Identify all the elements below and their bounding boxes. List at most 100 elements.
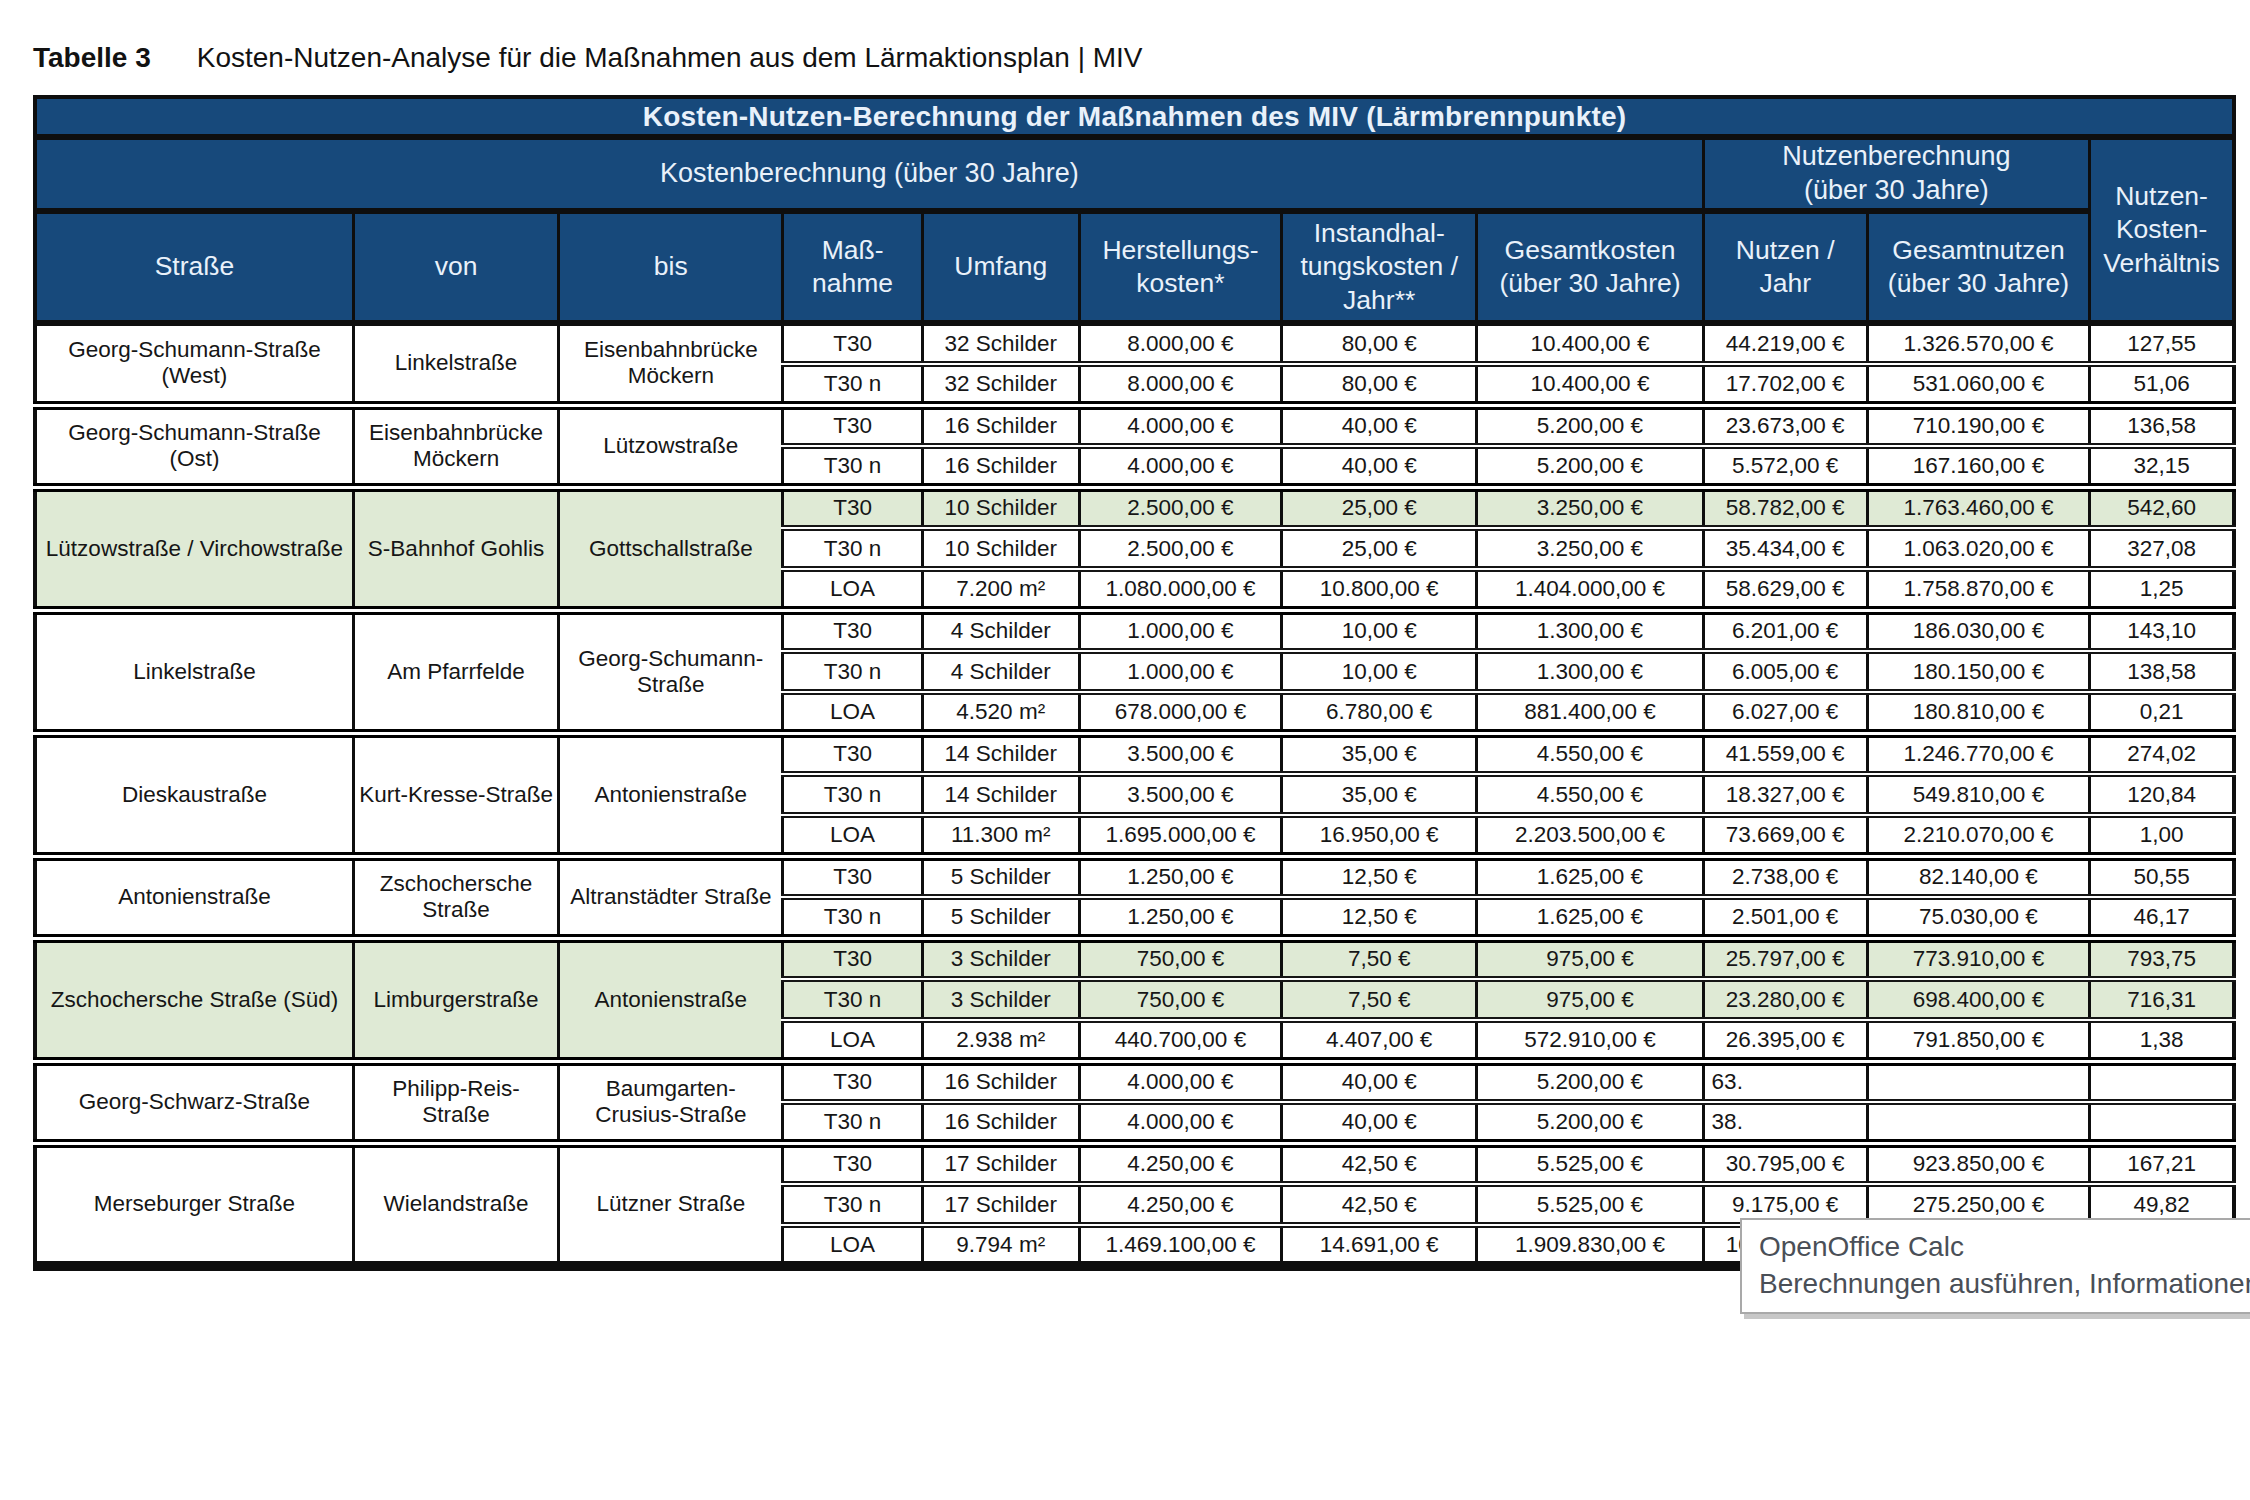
cell-nutzen-jahr: 2.501,00 € bbox=[1703, 897, 1867, 938]
cell-gesamtkosten: 572.910,00 € bbox=[1477, 1020, 1703, 1061]
cell-gesamtnutzen: 75.030,00 € bbox=[1867, 897, 2089, 938]
cell-umfang: 7.200 m² bbox=[922, 569, 1079, 610]
cell-gesamtnutzen: 1.246.770,00 € bbox=[1867, 733, 2089, 774]
col-header-nutzen-kosten-verhaeltnis: Nutzen- Kosten- Verhältnis bbox=[2090, 137, 2234, 323]
cell-von: Kurt-Kresse-Straße bbox=[353, 733, 558, 856]
cell-massnahme: T30 bbox=[783, 323, 922, 364]
cell-massnahme: T30 n bbox=[783, 651, 922, 692]
cell-nutzen-kosten-verhaeltnis: 50,55 bbox=[2090, 856, 2234, 897]
cell-bis: Lützowstraße bbox=[559, 405, 783, 487]
cell-gesamtnutzen: 180.810,00 € bbox=[1867, 692, 2089, 733]
cell-nutzen-kosten-verhaeltnis: 127,55 bbox=[2090, 323, 2234, 364]
cell-gesamtkosten: 1.625,00 € bbox=[1477, 897, 1703, 938]
cell-herstellungskosten: 3.500,00 € bbox=[1079, 774, 1281, 815]
cell-gesamtnutzen: 1.763.460,00 € bbox=[1867, 487, 2089, 528]
cell-gesamtnutzen: 167.160,00 € bbox=[1867, 446, 2089, 487]
cell-gesamtnutzen: 549.810,00 € bbox=[1867, 774, 2089, 815]
cell-nutzen-jahr: 63. bbox=[1703, 1061, 1867, 1102]
cell-gesamtkosten: 5.200,00 € bbox=[1477, 1102, 1703, 1143]
cell-gesamtnutzen: 1.063.020,00 € bbox=[1867, 528, 2089, 569]
cell-nutzen-jahr: 58.629,00 € bbox=[1703, 569, 1867, 610]
cell-strasse: Georg-Schumann-Straße (Ost) bbox=[35, 405, 353, 487]
cell-nutzen-kosten-verhaeltnis: 32,15 bbox=[2090, 446, 2234, 487]
cell-gesamtnutzen: 773.910,00 € bbox=[1867, 938, 2089, 979]
table-row: Zschochersche Straße (Süd)Limburgerstraß… bbox=[35, 938, 2234, 979]
cell-umfang: 3 Schilder bbox=[922, 979, 1079, 1020]
cell-herstellungskosten: 8.000,00 € bbox=[1079, 364, 1281, 405]
cell-instandhaltungskosten: 7,50 € bbox=[1282, 979, 1477, 1020]
cell-gesamtnutzen: 698.400,00 € bbox=[1867, 979, 2089, 1020]
cell-nutzen-kosten-verhaeltnis: 0,21 bbox=[2090, 692, 2234, 733]
cell-gesamtkosten: 1.909.830,00 € bbox=[1477, 1225, 1703, 1266]
cell-umfang: 14 Schilder bbox=[922, 733, 1079, 774]
cell-von: Wielandstraße bbox=[353, 1143, 558, 1266]
cell-gesamtkosten: 4.550,00 € bbox=[1477, 774, 1703, 815]
cell-gesamtkosten: 10.400,00 € bbox=[1477, 323, 1703, 364]
cell-herstellungskosten: 1.695.000,00 € bbox=[1079, 815, 1281, 856]
cell-strasse: Merseburger Straße bbox=[35, 1143, 353, 1266]
cell-umfang: 16 Schilder bbox=[922, 1061, 1079, 1102]
cell-gesamtnutzen: 791.850,00 € bbox=[1867, 1020, 2089, 1061]
cost-benefit-table[interactable]: Kosten-Nutzen-Berechnung der Maßnahmen d… bbox=[33, 95, 2236, 1271]
cell-umfang: 4 Schilder bbox=[922, 610, 1079, 651]
cell-massnahme: T30 bbox=[783, 733, 922, 774]
caption-label: Tabelle 3 bbox=[33, 42, 151, 74]
cell-strasse: Dieskaustraße bbox=[35, 733, 353, 856]
cell-instandhaltungskosten: 40,00 € bbox=[1282, 446, 1477, 487]
cell-nutzen-kosten-verhaeltnis: 51,06 bbox=[2090, 364, 2234, 405]
cell-instandhaltungskosten: 80,00 € bbox=[1282, 323, 1477, 364]
cell-umfang: 16 Schilder bbox=[922, 405, 1079, 446]
cell-strasse: Lützowstraße / Virchowstraße bbox=[35, 487, 353, 610]
table-row: Merseburger StraßeWielandstraßeLützner S… bbox=[35, 1143, 2234, 1184]
cell-gesamtkosten: 975,00 € bbox=[1477, 979, 1703, 1020]
cell-gesamtkosten: 1.625,00 € bbox=[1477, 856, 1703, 897]
cell-von: Am Pfarrfelde bbox=[353, 610, 558, 733]
cell-massnahme: T30 bbox=[783, 405, 922, 446]
cell-massnahme: LOA bbox=[783, 815, 922, 856]
cell-massnahme: T30 n bbox=[783, 446, 922, 487]
cell-nutzen-kosten-verhaeltnis: 793,75 bbox=[2090, 938, 2234, 979]
cell-instandhaltungskosten: 35,00 € bbox=[1282, 774, 1477, 815]
cell-herstellungskosten: 4.250,00 € bbox=[1079, 1143, 1281, 1184]
cell-von: Eisenbahnbrücke Möckern bbox=[353, 405, 558, 487]
caption-text: Kosten-Nutzen-Analyse für die Maßnahmen … bbox=[197, 42, 1143, 74]
cell-strasse: Zschochersche Straße (Süd) bbox=[35, 938, 353, 1061]
table-row: Georg-Schwarz-StraßePhilipp-Reis-StraßeB… bbox=[35, 1061, 2234, 1102]
cell-instandhaltungskosten: 40,00 € bbox=[1282, 1061, 1477, 1102]
cell-gesamtkosten: 5.525,00 € bbox=[1477, 1143, 1703, 1184]
cell-massnahme: T30 n bbox=[783, 1102, 922, 1143]
cell-umfang: 3 Schilder bbox=[922, 938, 1079, 979]
cell-strasse: Georg-Schumann-Straße (West) bbox=[35, 323, 353, 405]
cell-gesamtnutzen: 710.190,00 € bbox=[1867, 405, 2089, 446]
tooltip-description: Berechnungen ausführen, Informationen bbox=[1759, 1265, 2250, 1302]
cell-nutzen-kosten-verhaeltnis: 274,02 bbox=[2090, 733, 2234, 774]
cell-instandhaltungskosten: 4.407,00 € bbox=[1282, 1020, 1477, 1061]
cell-umfang: 9.794 m² bbox=[922, 1225, 1079, 1266]
cell-massnahme: T30 n bbox=[783, 979, 922, 1020]
cell-nutzen-kosten-verhaeltnis: 143,10 bbox=[2090, 610, 2234, 651]
cell-bis: Lützner Straße bbox=[559, 1143, 783, 1266]
cell-gesamtkosten: 10.400,00 € bbox=[1477, 364, 1703, 405]
cell-instandhaltungskosten: 7,50 € bbox=[1282, 938, 1477, 979]
cell-nutzen-kosten-verhaeltnis: 167,21 bbox=[2090, 1143, 2234, 1184]
cell-nutzen-jahr: 6.005,00 € bbox=[1703, 651, 1867, 692]
cell-massnahme: LOA bbox=[783, 569, 922, 610]
cell-strasse: Georg-Schwarz-Straße bbox=[35, 1061, 353, 1143]
cell-umfang: 16 Schilder bbox=[922, 446, 1079, 487]
cell-nutzen-kosten-verhaeltnis: 1,00 bbox=[2090, 815, 2234, 856]
table-title-banner: Kosten-Nutzen-Berechnung der Maßnahmen d… bbox=[35, 97, 2234, 137]
col-header-bis: bis bbox=[559, 211, 783, 323]
cell-instandhaltungskosten: 6.780,00 € bbox=[1282, 692, 1477, 733]
cell-gesamtkosten: 5.200,00 € bbox=[1477, 446, 1703, 487]
cell-nutzen-jahr: 44.219,00 € bbox=[1703, 323, 1867, 364]
cell-herstellungskosten: 440.700,00 € bbox=[1079, 1020, 1281, 1061]
cell-umfang: 5 Schilder bbox=[922, 897, 1079, 938]
cell-gesamtkosten: 1.300,00 € bbox=[1477, 610, 1703, 651]
col-header-instandhaltungskosten: Instandhal- tungskosten / Jahr** bbox=[1282, 211, 1477, 323]
cell-instandhaltungskosten: 10,00 € bbox=[1282, 651, 1477, 692]
cell-herstellungskosten: 1.469.100,00 € bbox=[1079, 1225, 1281, 1266]
cell-nutzen-jahr: 38. bbox=[1703, 1102, 1867, 1143]
cell-nutzen-kosten-verhaeltnis: 1,38 bbox=[2090, 1020, 2234, 1061]
cell-massnahme: LOA bbox=[783, 1225, 922, 1266]
cell-herstellungskosten: 1.250,00 € bbox=[1079, 856, 1281, 897]
